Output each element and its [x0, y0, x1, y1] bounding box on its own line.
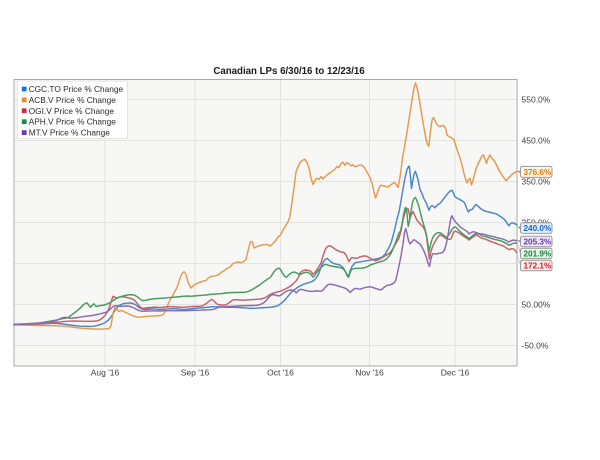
svg-text:Nov '16: Nov '16 — [355, 367, 384, 377]
svg-text:50.00%: 50.00% — [522, 300, 551, 310]
svg-text:350.0%: 350.0% — [522, 177, 551, 187]
svg-text:-50.0%: -50.0% — [522, 341, 549, 351]
svg-text:205.3%: 205.3% — [524, 238, 552, 247]
svg-text:450.0%: 450.0% — [522, 136, 551, 146]
svg-text:Aug '16: Aug '16 — [91, 367, 120, 377]
svg-text:Sep '16: Sep '16 — [181, 367, 210, 377]
svg-text:240.0%: 240.0% — [524, 224, 552, 233]
svg-text:OGI.V Price % Change: OGI.V Price % Change — [29, 106, 115, 116]
svg-text:550.0%: 550.0% — [522, 95, 551, 105]
svg-text:CGC.TO Price % Change: CGC.TO Price % Change — [29, 84, 124, 94]
svg-text:201.9%: 201.9% — [524, 250, 552, 259]
svg-text:Dec '16: Dec '16 — [441, 367, 470, 377]
svg-text:MT.V Price % Change: MT.V Price % Change — [29, 128, 111, 138]
svg-text:172.1%: 172.1% — [524, 262, 552, 271]
svg-text:ACB.V Price % Change: ACB.V Price % Change — [29, 95, 117, 105]
svg-text:376.6%: 376.6% — [524, 168, 552, 177]
svg-text:APH.V Price % Change: APH.V Price % Change — [29, 117, 117, 127]
svg-text:Oct '16: Oct '16 — [267, 367, 294, 377]
svg-text:Canadian LPs 6/30/16 to 12/23/: Canadian LPs 6/30/16 to 12/23/16 — [213, 66, 365, 77]
